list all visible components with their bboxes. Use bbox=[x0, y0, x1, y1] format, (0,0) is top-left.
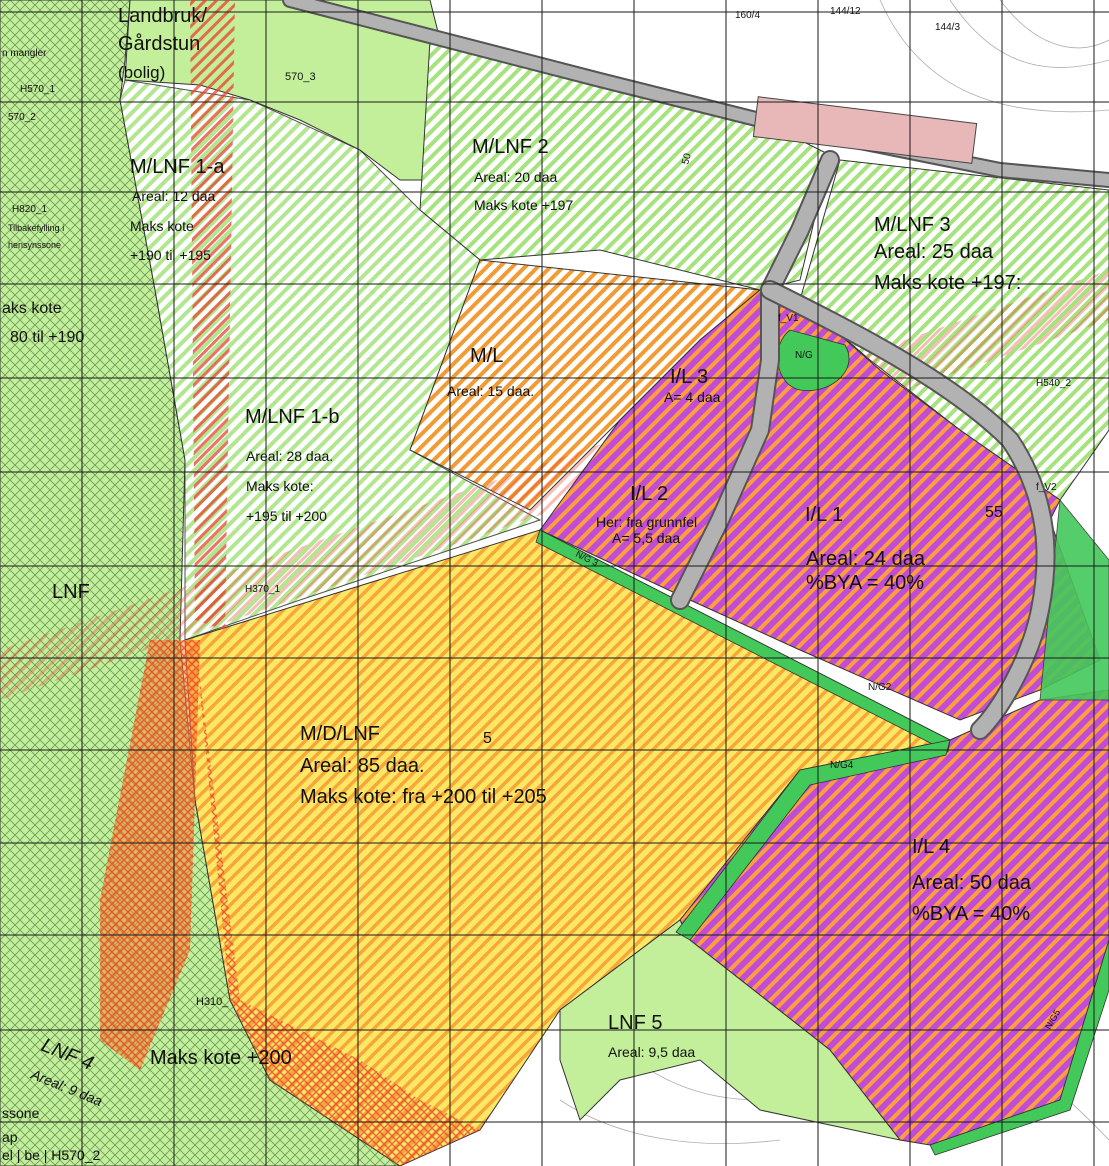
f-v1-label: f_V1 bbox=[778, 313, 799, 324]
green-strip-east bbox=[1039, 498, 1109, 701]
il2-title: I/L 2 bbox=[630, 483, 668, 505]
mlnf3-areal: Areal: 25 daa bbox=[874, 241, 994, 263]
left-maks-label: aks kote bbox=[2, 300, 62, 317]
mlnf1b-title: M/LNF 1-b bbox=[245, 406, 339, 428]
n570-3-label: 570_3 bbox=[285, 71, 316, 83]
mlnf2-title: M/LNF 2 bbox=[472, 136, 549, 158]
maks-kote-200-label: Maks kote +200 bbox=[150, 1047, 292, 1069]
ml-areal: Areal: 15 daa. bbox=[447, 383, 534, 399]
h540-2-label: H540_2 bbox=[1036, 378, 1071, 389]
il3-title: I/L 3 bbox=[670, 366, 708, 388]
mlnf2-areal: Areal: 20 daa bbox=[474, 169, 557, 185]
mlnf1a-maks: Maks kote bbox=[130, 218, 194, 234]
il1-areal: Areal: 24 daa bbox=[806, 548, 926, 570]
h820-1-label: H820_1 bbox=[12, 204, 47, 215]
spot-height-5-label: 5 bbox=[483, 730, 492, 747]
mlnf2-maks: Maks kote +197 bbox=[474, 197, 573, 213]
ml-title: M/L bbox=[470, 345, 503, 367]
mdlnf-maks: Maks kote: fra +200 til +205 bbox=[300, 786, 547, 808]
mlnf3-title: M/LNF 3 bbox=[874, 214, 951, 236]
il4-title: I/L 4 bbox=[912, 836, 950, 858]
mlnf3-maks: Maks kote +197: bbox=[874, 272, 1021, 294]
tilbakefylling-label: Tilbakefylling i bbox=[8, 223, 64, 233]
parcel-1604-label: 160/4 bbox=[735, 10, 760, 21]
green-strip-ng5 bbox=[929, 939, 1109, 1156]
mdlnf-areal: Areal: 85 daa. bbox=[300, 755, 425, 777]
f-v2-label: f_V2 bbox=[1036, 482, 1057, 493]
h570-2-label: 570_2 bbox=[8, 112, 36, 123]
mlnf1a-range: +190 til +195 bbox=[130, 247, 211, 263]
il1-title: I/L 1 bbox=[805, 504, 843, 526]
mlnf1b-areal: Areal: 28 daa. bbox=[246, 448, 333, 464]
parcel-14412-label: 144/12 bbox=[830, 6, 861, 17]
lnf-title: LNF bbox=[52, 581, 90, 603]
spot-height-55-label: 55 bbox=[985, 504, 1003, 521]
il4-bya: %BYA = 40% bbox=[912, 903, 1030, 925]
bottom-left-label: el | be | H570_2 bbox=[2, 1147, 101, 1163]
h370-1-label: H370_1 bbox=[245, 584, 280, 595]
ssone-label: ssone bbox=[2, 1105, 40, 1121]
mangler-label: n mangler bbox=[2, 48, 47, 59]
lnf5-areal: Areal: 9,5 daa bbox=[608, 1044, 695, 1060]
hensynssone-label: hensynssone bbox=[8, 240, 61, 250]
parcel-1443-label: 144/3 bbox=[935, 22, 960, 33]
mlnf1a-title: M/LNF 1-a bbox=[130, 156, 225, 178]
mdlnf-title: M/D/LNF bbox=[300, 723, 380, 745]
station-building bbox=[752, 96, 978, 164]
il1-bya: %BYA = 40% bbox=[806, 572, 924, 594]
contour-50-label: 50 bbox=[680, 152, 694, 166]
ng4-label: N/G4 bbox=[830, 760, 854, 771]
green-strip-ng4 bbox=[675, 739, 951, 941]
ng2-label: N/G2 bbox=[868, 682, 892, 693]
lnf5-title: LNF 5 bbox=[608, 1012, 662, 1034]
mlnf1b-range: +195 til +200 bbox=[246, 508, 327, 524]
landbruk-label-2: Gårdstun bbox=[118, 33, 200, 55]
il4-areal: Areal: 50 daa bbox=[912, 872, 1032, 894]
h570-1-label: H570_1 bbox=[20, 84, 55, 95]
il2-note: Her: fra grunnfel bbox=[596, 514, 697, 530]
green-strip-ng3 bbox=[535, 529, 951, 753]
red-cross-west-hatch bbox=[100, 640, 200, 1070]
ng-label: N/G bbox=[795, 350, 813, 361]
h310-label: H310_ bbox=[196, 996, 229, 1008]
landbruk-label-3: (bolig) bbox=[118, 63, 165, 82]
left-range-label: 80 til +190 bbox=[10, 329, 84, 346]
mlnf1b-maks: Maks kote: bbox=[246, 478, 314, 494]
il2-areal: A= 5,5 daa bbox=[612, 530, 680, 546]
mlnf1a-areal: Areal: 12 daa bbox=[132, 188, 215, 204]
ap-label: ap bbox=[2, 1129, 18, 1145]
landbruk-label-1: Landbruk/ bbox=[118, 5, 207, 27]
il3-areal: A= 4 daa bbox=[664, 389, 721, 405]
